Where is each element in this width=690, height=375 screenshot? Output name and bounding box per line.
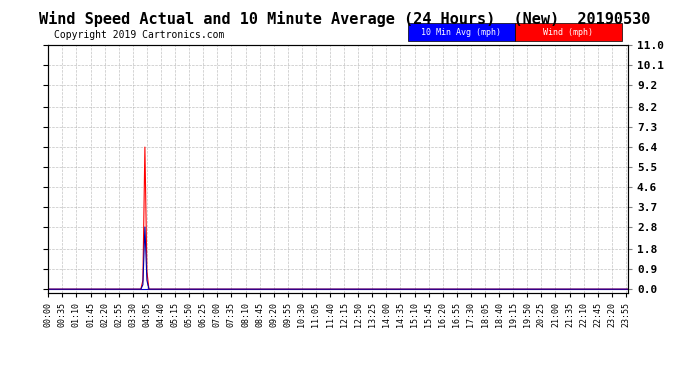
FancyBboxPatch shape bbox=[408, 23, 515, 41]
Text: Wind Speed Actual and 10 Minute Average (24 Hours)  (New)  20190530: Wind Speed Actual and 10 Minute Average … bbox=[39, 11, 651, 27]
Text: 10 Min Avg (mph): 10 Min Avg (mph) bbox=[422, 27, 501, 36]
Text: Copyright 2019 Cartronics.com: Copyright 2019 Cartronics.com bbox=[54, 30, 224, 40]
Text: Wind (mph): Wind (mph) bbox=[544, 27, 593, 36]
FancyBboxPatch shape bbox=[515, 23, 622, 41]
